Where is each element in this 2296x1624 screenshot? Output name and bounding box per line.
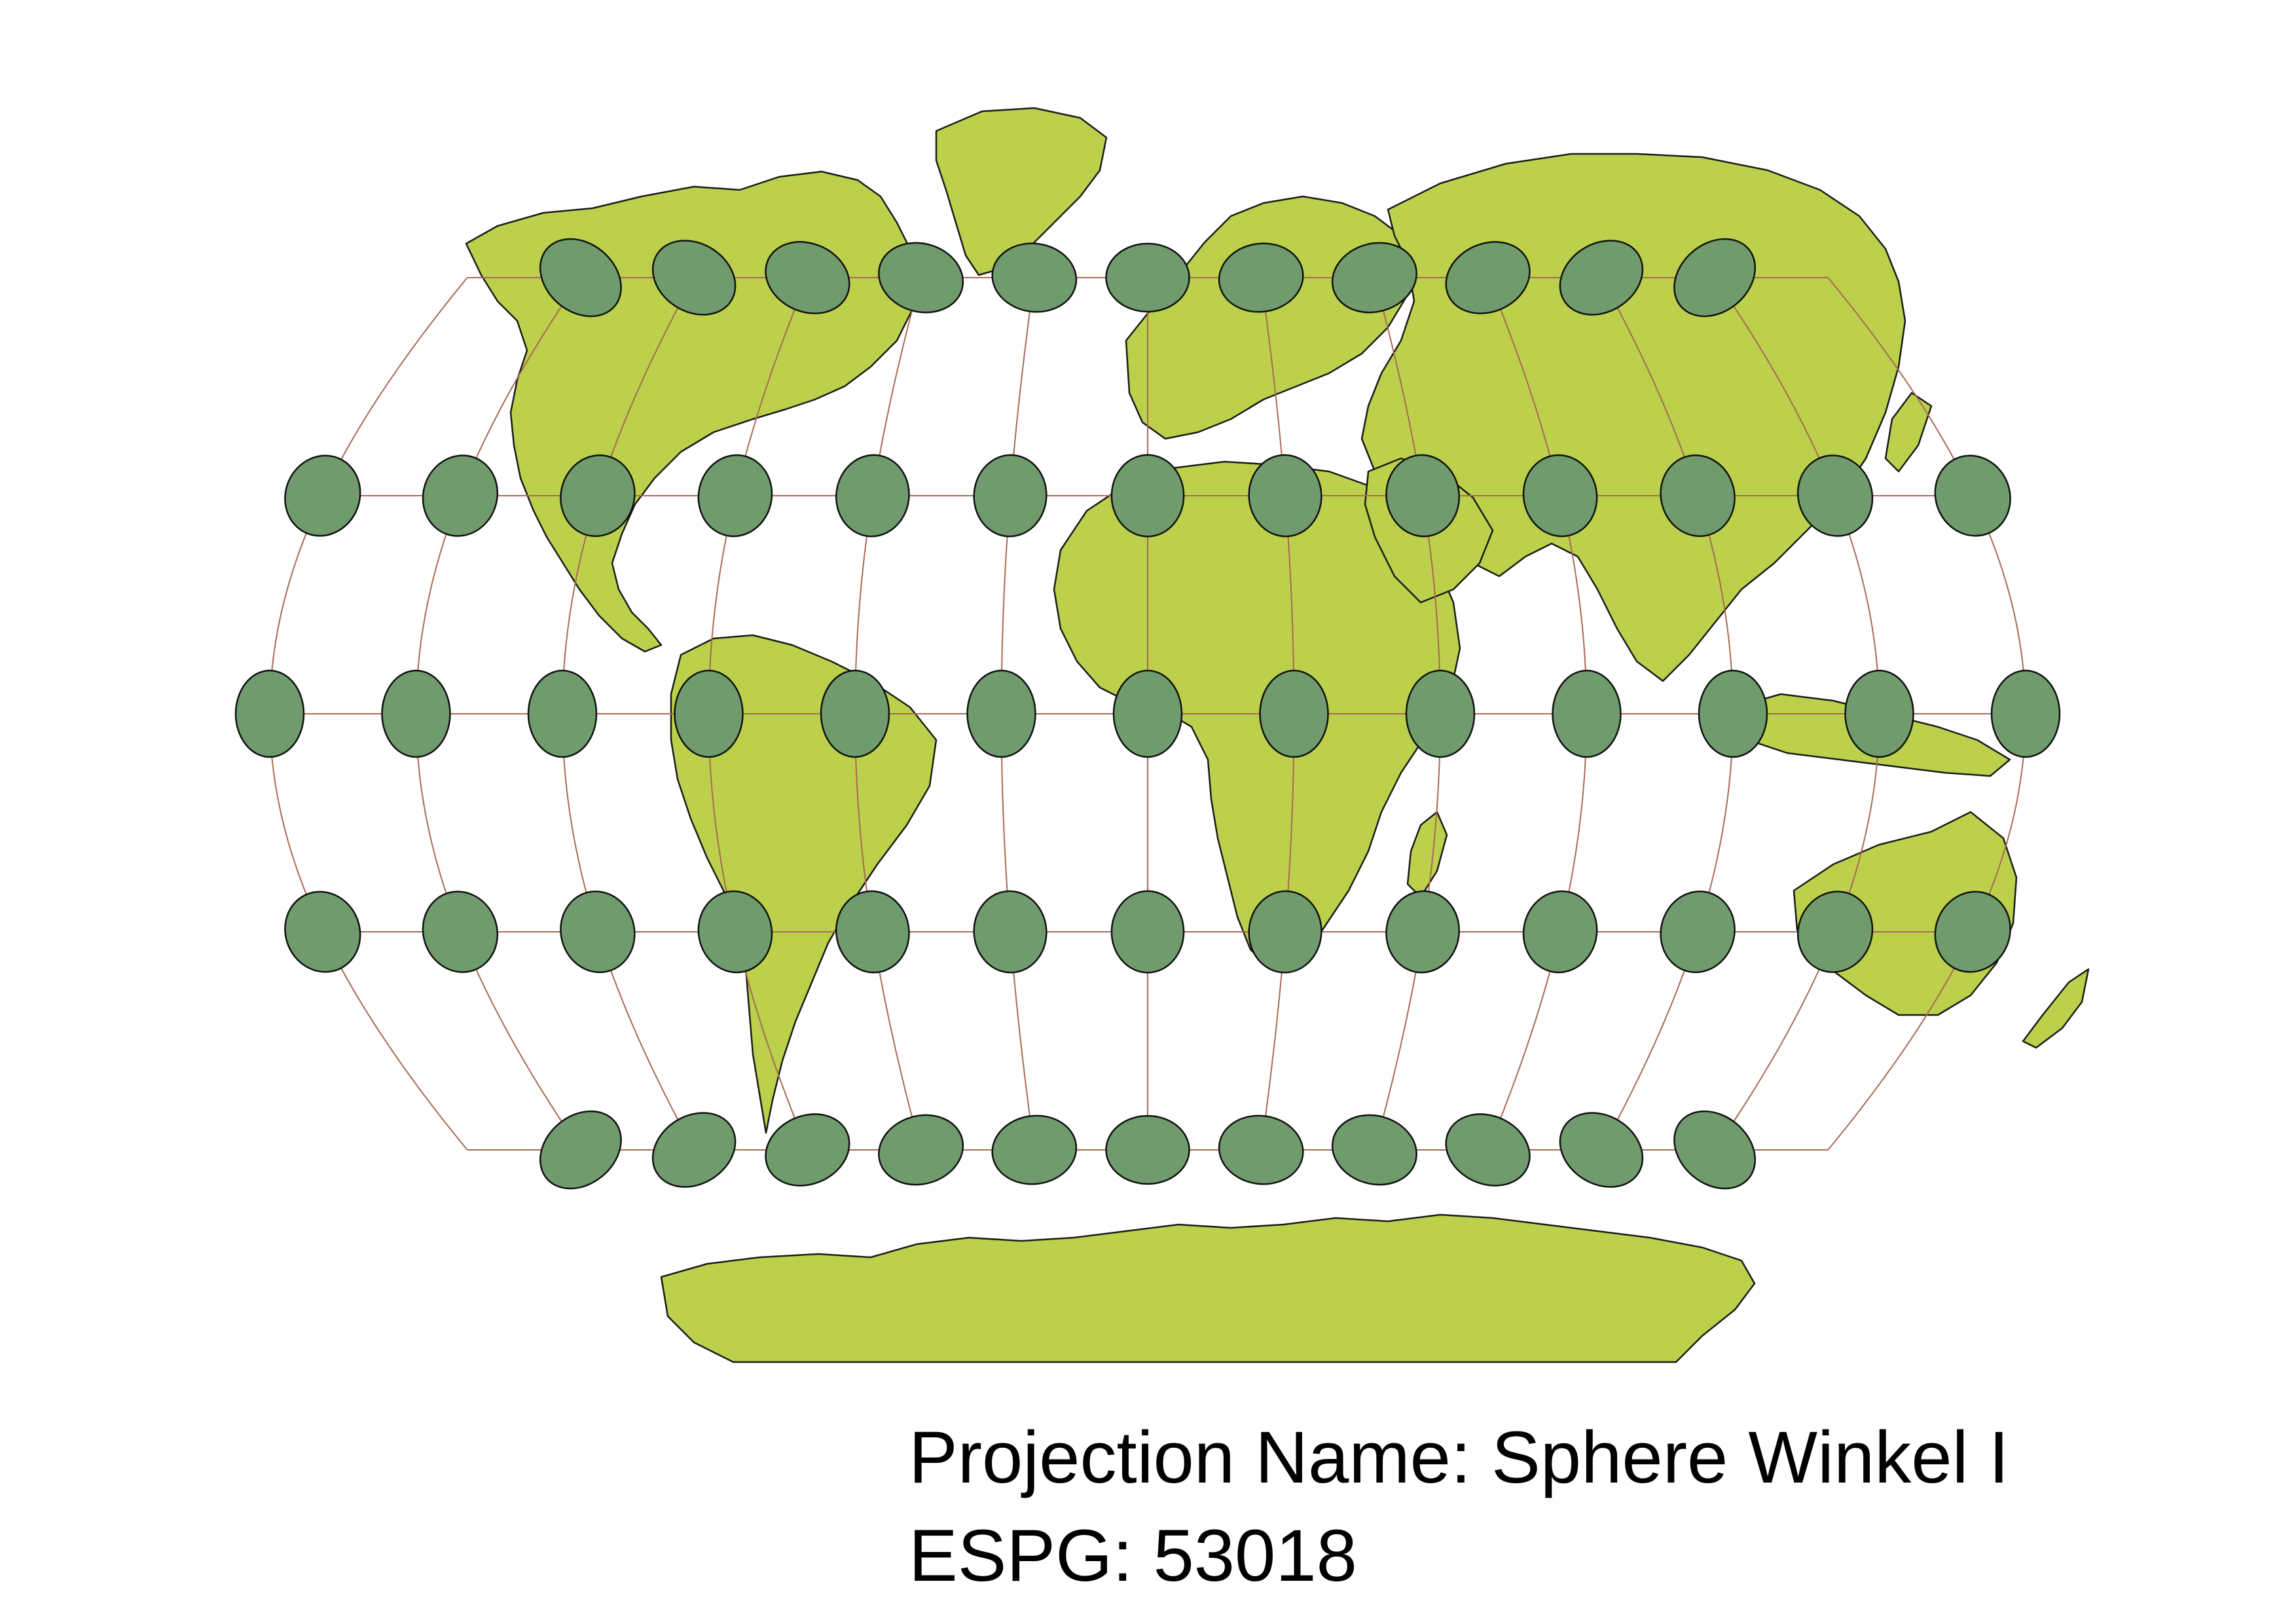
tissot-ellipse [1110, 454, 1185, 538]
tissot-ellipse [1218, 242, 1304, 313]
tissot-ellipse [991, 1115, 1078, 1185]
projection-name-label: Projection Name: Sphere Winkel I [909, 1416, 2009, 1498]
tissot-ellipse [1248, 890, 1322, 974]
tissot-ellipse [1112, 669, 1183, 758]
tissot-ellipse [422, 454, 499, 537]
tissot-ellipse [1796, 891, 1874, 973]
tissot-ellipse [1559, 240, 1644, 316]
tissot-ellipse [1522, 454, 1598, 538]
land-japan [1884, 392, 1933, 473]
tissot-ellipse [1934, 891, 2011, 973]
tissot-ellipse [1673, 238, 1757, 318]
tissot-ellipse [1796, 454, 1874, 537]
land-antarctica [660, 1213, 1756, 1363]
tissot-ellipse [878, 1114, 964, 1186]
tissot-ellipse [284, 891, 361, 973]
tissot-ellipse [1660, 454, 1736, 538]
tissot-ellipse [1673, 1110, 1757, 1190]
tissot-indicatrix [234, 238, 2061, 1190]
tissot-ellipse [1218, 1115, 1304, 1185]
tissot-ellipse [1248, 454, 1322, 538]
tissot-ellipse [835, 890, 910, 974]
tissot-ellipse [1105, 1115, 1190, 1185]
tissot-ellipse [697, 454, 773, 538]
tissot-ellipse [1522, 890, 1598, 974]
tissot-ellipse [697, 890, 773, 974]
tissot-ellipse [539, 1110, 622, 1190]
tissot-ellipse [1844, 669, 1914, 758]
tissot-ellipse [966, 669, 1036, 758]
tissot-ellipse [284, 454, 361, 537]
tissot-ellipse [1445, 1113, 1531, 1187]
tissot-ellipse [1259, 669, 1329, 758]
tissot-ellipse [539, 238, 622, 318]
tissot-ellipse [1660, 890, 1736, 974]
land-madagascar [1406, 811, 1448, 898]
tissot-ellipse [651, 1112, 737, 1188]
tissot-ellipse [1990, 669, 2061, 758]
tissot-ellipse [878, 242, 964, 314]
tissot-ellipse [1445, 241, 1531, 314]
tissot-ellipse [1552, 669, 1622, 758]
tissot-ellipse [234, 669, 305, 758]
tissot-ellipse [1405, 669, 1476, 758]
tissot-ellipse [381, 669, 451, 758]
tissot-ellipse [765, 241, 850, 314]
tissot-ellipse [1385, 454, 1460, 538]
tissot-ellipse [1698, 669, 1768, 758]
tissot-ellipse [1331, 242, 1417, 314]
projection-code-label: ESPG: 53018 [909, 1515, 1357, 1596]
tissot-ellipse [674, 669, 744, 758]
tissot-ellipse [973, 454, 1048, 538]
tissot-ellipse [835, 454, 910, 538]
tissot-ellipse [1110, 890, 1185, 974]
tissot-ellipse [1559, 1112, 1644, 1188]
tissot-ellipse [422, 891, 499, 973]
tissot-ellipse [973, 890, 1048, 974]
tissot-ellipse [820, 669, 890, 758]
land-new-zealand [2022, 968, 2090, 1049]
tissot-ellipse [1331, 1114, 1417, 1186]
tissot-ellipse [560, 454, 636, 538]
land-greenland [935, 107, 1108, 276]
tissot-ellipse [1385, 890, 1460, 974]
tissot-ellipse [651, 240, 737, 316]
tissot-ellipse [765, 1113, 850, 1187]
tissot-ellipse [1105, 242, 1190, 313]
tissot-ellipse [1934, 454, 2011, 537]
tissot-ellipse [991, 242, 1078, 313]
tissot-ellipse [527, 669, 598, 758]
tissot-ellipse [560, 890, 636, 974]
